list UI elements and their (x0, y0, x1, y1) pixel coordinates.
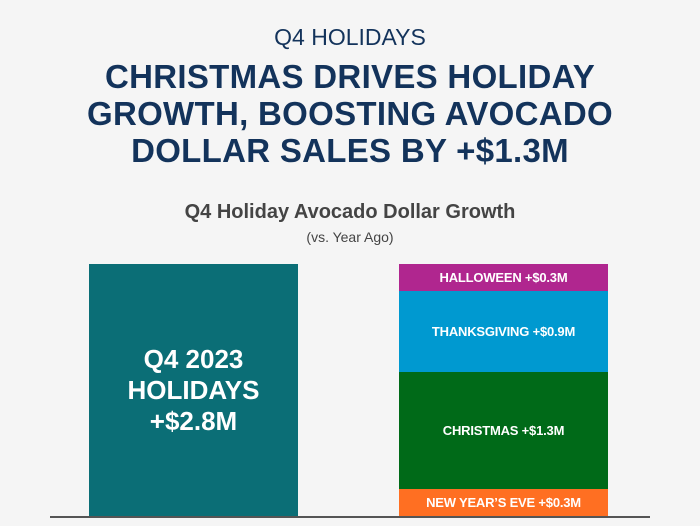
stacked-segment-thanksgiving: THANKSGIVING +$0.9M (399, 291, 608, 372)
segment-label: NEW YEAR’S EVE +$0.3M (426, 495, 581, 510)
chart-title: Q4 Holiday Avocado Dollar Growth (184, 201, 516, 223)
headline-line: CHRISTMAS DRIVES HOLIDAY (104, 58, 596, 95)
total-bar: Q4 2023 HOLIDAYS +$2.8M (89, 264, 298, 516)
total-bar-label: HOLIDAYS (127, 374, 260, 405)
segment-label: CHRISTMAS +$1.3M (442, 423, 565, 438)
segment-label: THANKSGIVING +$0.9M (431, 324, 576, 339)
stacked-segment-christmas: CHRISTMAS +$1.3M (399, 372, 608, 489)
segment-label: HALLOWEEN +$0.3M (439, 270, 568, 285)
chart-subtitle: (vs. Year Ago) (306, 229, 394, 245)
total-bar-label: +$2.8M (149, 405, 238, 436)
headline-line: DOLLAR SALES BY +$1.3M (131, 132, 569, 169)
kicker: Q4 HOLIDAYS (274, 24, 426, 50)
headline: CHRISTMAS DRIVES HOLIDAY GROWTH, BOOSTIN… (0, 58, 700, 169)
x-axis-line (50, 516, 650, 518)
stacked-segment-halloween: HALLOWEEN +$0.3M (399, 264, 608, 291)
total-bar-label: Q4 2023 (143, 343, 244, 374)
stacked-segment-new-year-s-eve: NEW YEAR’S EVE +$0.3M (399, 489, 608, 516)
headline-line: GROWTH, BOOSTING AVOCADO (86, 95, 613, 132)
